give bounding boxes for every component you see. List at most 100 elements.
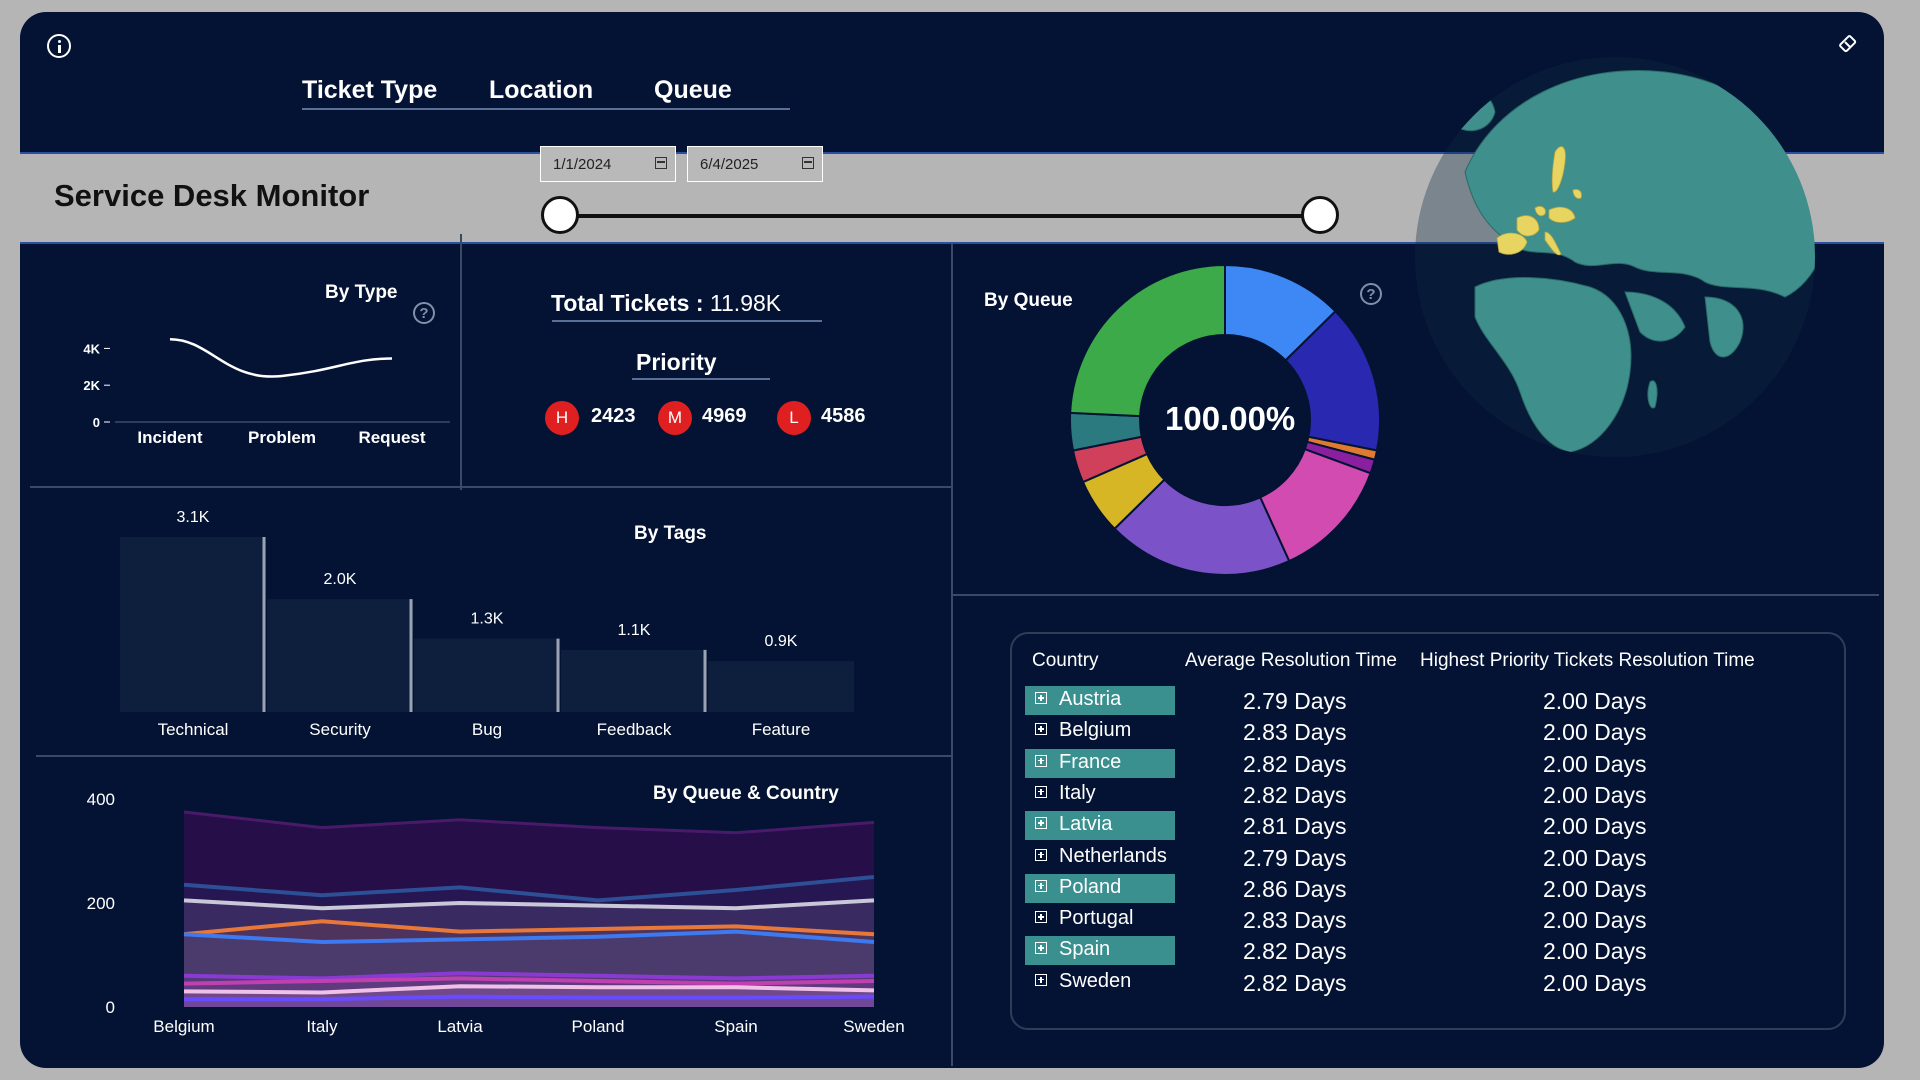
slider-handle-start[interactable]	[541, 196, 579, 234]
bar	[414, 638, 560, 712]
priority-low-value: 4586	[821, 405, 866, 427]
expand-plus-icon[interactable]	[1035, 942, 1047, 955]
divider	[36, 755, 952, 757]
expand-plus-icon[interactable]	[1035, 911, 1047, 924]
help-icon[interactable]: ?	[1360, 283, 1382, 305]
series-line	[184, 994, 875, 1002]
bar-data-label: 3.1K	[177, 509, 210, 526]
series-line	[183, 976, 875, 986]
expand-plus-icon[interactable]	[1035, 754, 1047, 767]
expand-plus-icon[interactable]	[1035, 848, 1047, 861]
table-row-country[interactable]: Austria	[1025, 686, 1175, 715]
x-tick-label: Incident	[137, 428, 203, 447]
table-row-country[interactable]: Portugal	[1025, 905, 1175, 934]
date-to-value: 6/4/2025	[700, 156, 759, 173]
priority-low-badge: L	[777, 401, 811, 435]
table-row-country[interactable]: Netherlands	[1025, 843, 1175, 872]
series-line	[169, 337, 393, 378]
high-priority-resolution-value: 2.00 Days	[1543, 844, 1647, 871]
tab-queue[interactable]: Queue	[654, 76, 732, 104]
high-priority-resolution-value: 2.00 Days	[1543, 781, 1647, 808]
x-tick-label: Poland	[572, 1017, 625, 1036]
y-tick-label: 200	[87, 894, 115, 913]
y-tick-label: 0	[106, 998, 115, 1017]
donut-slice	[1113, 478, 1291, 575]
country-name: Italy	[1059, 781, 1096, 804]
slider-handle-end[interactable]	[1301, 196, 1339, 234]
by-queue-title: By Queue	[984, 290, 1073, 311]
table-row-country[interactable]: Sweden	[1025, 968, 1175, 997]
globe-highlight-iberia	[1496, 232, 1528, 255]
high-priority-resolution-value: 2.00 Days	[1543, 875, 1647, 902]
series-line	[183, 971, 875, 981]
bar-data-label: 1.3K	[471, 611, 504, 628]
info-icon[interactable]	[47, 34, 71, 58]
y-tick-label: 2K	[83, 378, 100, 393]
table-row-country[interactable]: Belgium	[1025, 717, 1175, 746]
resolution-table	[1010, 632, 1846, 1030]
country-name: Spain	[1059, 938, 1111, 961]
expand-plus-icon[interactable]	[1035, 973, 1047, 986]
x-tick-label: Security	[309, 720, 371, 739]
by-type-chart[interactable]: 0 2K 4K Incident Problem Request	[70, 300, 460, 450]
country-name: Austria	[1059, 688, 1122, 710]
bar	[120, 537, 266, 712]
country-name: Latvia	[1059, 813, 1113, 836]
column-header-avg-resolution[interactable]: Average Resolution Time	[1185, 650, 1397, 671]
donut-slice	[1070, 265, 1226, 418]
by-type-title: By Type	[325, 282, 398, 303]
high-priority-resolution-value: 2.00 Days	[1543, 750, 1647, 777]
x-tick-label: Request	[358, 428, 425, 447]
priority-underline	[632, 378, 770, 380]
x-tick-label: Technical	[158, 720, 229, 739]
series-line	[183, 919, 875, 937]
expand-plus-icon[interactable]	[1035, 817, 1047, 830]
bar-data-label: 1.1K	[618, 622, 651, 639]
globe-map[interactable]	[1405, 42, 1835, 482]
expand-plus-icon[interactable]	[1035, 785, 1047, 798]
area-top-line	[183, 810, 875, 835]
expand-plus-icon[interactable]	[1035, 879, 1047, 892]
date-from-field[interactable]: 1/1/2024	[540, 146, 676, 182]
avg-resolution-value: 2.82 Days	[1243, 938, 1347, 965]
x-tick-label: Feedback	[597, 720, 672, 739]
by-queue-donut-chart[interactable]	[1070, 265, 1380, 575]
by-tags-chart[interactable]: 3.1K Technical 2.0K Security 1.3K Bug 1.1K Feed…	[100, 500, 870, 745]
avg-resolution-value: 2.79 Days	[1243, 844, 1347, 871]
table-row-country[interactable]: France	[1025, 748, 1175, 778]
tab-location[interactable]: Location	[489, 76, 594, 104]
tab-ticket-type[interactable]: Ticket Type	[302, 76, 438, 104]
avg-resolution-value: 2.83 Days	[1243, 719, 1347, 746]
calendar-icon[interactable]	[802, 157, 814, 169]
calendar-icon[interactable]	[655, 157, 667, 169]
help-icon[interactable]: ?	[413, 302, 435, 324]
table-row-country[interactable]: Poland	[1025, 873, 1175, 903]
eraser-icon[interactable]	[1836, 32, 1860, 56]
bar	[561, 649, 707, 712]
total-underline	[552, 320, 822, 322]
expand-plus-icon[interactable]	[1035, 723, 1047, 736]
priority-medium-badge: M	[658, 401, 692, 435]
globe-highlight-latvia	[1572, 189, 1582, 199]
column-header-high-priority-resolution[interactable]: Highest Priority Tickets Resolution Time	[1420, 650, 1755, 671]
globe-landmass-india	[1704, 296, 1744, 358]
total-tickets-value: 11.98K	[709, 290, 782, 316]
series-line	[183, 929, 875, 945]
table-row-country[interactable]: Italy	[1025, 780, 1175, 809]
series-line	[183, 984, 875, 995]
expand-plus-icon[interactable]	[1035, 692, 1047, 704]
divider	[951, 244, 953, 1066]
bar	[267, 599, 413, 712]
divider	[30, 486, 952, 488]
column-header-country[interactable]: Country	[1032, 650, 1099, 671]
divider	[953, 594, 1879, 596]
series-line	[183, 898, 875, 911]
by-queue-country-chart[interactable]: 0 200 400 Belgium Italy Latvia Poland Spain Swed…	[70, 775, 910, 1040]
date-range-slider[interactable]	[560, 214, 1320, 218]
table-row-country[interactable]: Spain	[1025, 936, 1175, 966]
globe-landmass-greenland	[1444, 89, 1496, 132]
country-name: Netherlands	[1059, 844, 1167, 867]
table-row-country[interactable]: Latvia	[1025, 811, 1175, 841]
high-priority-resolution-value: 2.00 Days	[1543, 907, 1647, 934]
date-to-field[interactable]: 6/4/2025	[687, 146, 823, 182]
